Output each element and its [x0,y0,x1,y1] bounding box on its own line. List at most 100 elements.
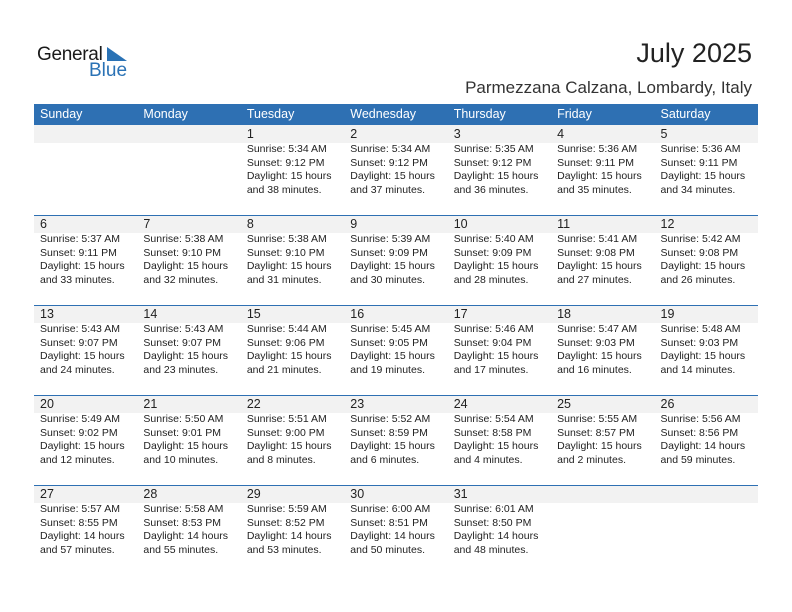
day-number: 3 [453,127,461,141]
sunset-text: Sunset: 9:09 PM [350,246,428,259]
daylight-text-cont: and 53 minutes. [246,543,322,556]
day-cell: 26 Sunrise: 5:56 AM Sunset: 8:56 PM Dayligh… [655,395,758,485]
sunrise-text: Sunrise: 5:58 AM [143,503,224,515]
sunset-text: Sunset: 9:01 PM [143,426,222,439]
day-cell: 7 Sunrise: 5:38 AM Sunset: 9:10 PM Daylight… [137,215,240,305]
day-number: 1 [246,127,254,141]
daylight-text: Daylight: 15 hours [40,350,125,362]
day-number: 2 [350,127,358,141]
daylight-text-cont: and 6 minutes. [350,453,420,466]
day-cell: 29 Sunrise: 5:59 AM Sunset: 8:52 PM Dayligh… [241,485,344,575]
sunrise-text: Sunrise: 5:56 AM [660,413,741,425]
day-cell: 2 Sunrise: 5:34 AM Sunset: 9:12 PM Daylight… [344,125,447,215]
sunrise-text: Sunrise: 5:34 AM [350,143,431,155]
sunset-text: Sunset: 9:10 PM [246,246,325,259]
daylight-text-cont: and 16 minutes. [557,363,632,376]
week-row: 1 Sunrise: 5:34 AM Sunset: 9:12 PM Daylight… [34,125,758,215]
sunrise-text: Sunrise: 5:44 AM [246,323,327,335]
daylight-text: Daylight: 15 hours [453,440,539,452]
daylight-text-cont: and 30 minutes. [350,273,425,286]
daylight-text: Daylight: 15 hours [660,260,746,272]
day-cell: 1 Sunrise: 5:34 AM Sunset: 9:12 PM Daylight… [241,125,344,215]
sunset-text: Sunset: 9:11 PM [40,246,117,259]
daylight-text-cont: and 55 minutes. [143,543,219,556]
daylight-text-cont: and 17 minutes. [453,363,529,376]
day-number: 30 [350,487,365,501]
day-cell: 31 Sunrise: 6:01 AM Sunset: 8:50 PM Dayligh… [448,485,551,575]
weekday-saturday: Saturday [660,107,711,121]
sunset-text: Sunset: 9:05 PM [350,336,428,349]
daylight-text-cont: and 26 minutes. [660,273,736,286]
page-title: July 2025 [636,38,752,68]
sunrise-text: Sunrise: 5:34 AM [246,143,327,155]
sunset-text: Sunset: 9:11 PM [557,156,634,169]
daylight-text: Daylight: 15 hours [557,260,642,272]
sunrise-text: Sunrise: 5:55 AM [557,413,638,425]
day-number: 31 [453,487,468,501]
sunset-text: Sunset: 9:12 PM [453,156,532,169]
sunrise-text: Sunrise: 5:35 AM [453,143,534,155]
weekday-thursday: Thursday [453,107,506,121]
sunset-text: Sunset: 9:10 PM [143,246,222,259]
day-cell: 22 Sunrise: 5:51 AM Sunset: 9:00 PM Dayligh… [241,395,344,485]
sunset-text: Sunset: 9:11 PM [660,156,738,169]
daylight-text: Daylight: 15 hours [40,440,125,452]
day-cell: 12 Sunrise: 5:42 AM Sunset: 9:08 PM Dayligh… [655,215,758,305]
week-row: 6 Sunrise: 5:37 AM Sunset: 9:11 PM Daylight… [34,215,758,305]
daylight-text: Daylight: 14 hours [246,530,332,542]
date-bar [34,215,758,233]
day-cell [655,485,758,575]
sunrise-text: Sunrise: 5:37 AM [40,233,120,245]
day-cell: 24 Sunrise: 5:54 AM Sunset: 8:58 PM Dayligh… [448,395,551,485]
day-number: 9 [350,217,358,231]
sunset-text: Sunset: 9:06 PM [246,336,325,349]
daylight-text: Daylight: 15 hours [143,440,229,452]
sunset-text: Sunset: 9:00 PM [246,426,325,439]
day-cell: 17 Sunrise: 5:46 AM Sunset: 9:04 PM Dayligh… [448,305,551,395]
sunrise-text: Sunrise: 5:36 AM [557,143,638,155]
day-number: 28 [143,487,158,501]
logo-triangle-icon [107,47,127,61]
day-cell: 8 Sunrise: 5:38 AM Sunset: 9:10 PM Daylight… [241,215,344,305]
day-number: 15 [246,307,261,321]
day-number: 24 [453,397,468,411]
day-cell [34,125,137,215]
daylight-text-cont: and 19 minutes. [350,363,425,376]
day-cell: 10 Sunrise: 5:40 AM Sunset: 9:09 PM Dayligh… [448,215,551,305]
day-number: 25 [557,397,572,411]
sunset-text: Sunset: 8:56 PM [660,426,739,439]
daylight-text: Daylight: 15 hours [246,350,332,362]
day-number: 18 [557,307,572,321]
sunset-text: Sunset: 9:02 PM [40,426,118,439]
sunrise-text: Sunrise: 5:46 AM [453,323,534,335]
day-number: 12 [660,217,675,231]
sunset-text: Sunset: 8:51 PM [350,516,428,529]
daylight-text: Daylight: 15 hours [453,170,539,182]
sunset-text: Sunset: 9:08 PM [660,246,739,259]
daylight-text-cont: and 2 minutes. [557,453,626,466]
daylight-text: Daylight: 14 hours [453,530,539,542]
sunrise-text: Sunrise: 5:47 AM [557,323,638,335]
daylight-text-cont: and 32 minutes. [143,273,219,286]
sunrise-text: Sunrise: 5:48 AM [660,323,741,335]
sunrise-text: Sunrise: 5:49 AM [40,413,120,425]
daylight-text: Daylight: 14 hours [350,530,435,542]
sunset-text: Sunset: 9:03 PM [557,336,635,349]
day-cell: 15 Sunrise: 5:44 AM Sunset: 9:06 PM Dayligh… [241,305,344,395]
weekday-header: Sunday Monday Tuesday Wednesday Thursday Frid… [34,104,758,125]
weekday-sunday: Sunday [40,107,83,121]
day-cell: 19 Sunrise: 5:48 AM Sunset: 9:03 PM Dayligh… [655,305,758,395]
day-number: 5 [660,127,668,141]
sunrise-text: Sunrise: 5:43 AM [143,323,224,335]
daylight-text: Daylight: 15 hours [557,170,642,182]
weekday-wednesday: Wednesday [350,107,417,121]
daylight-text: Daylight: 15 hours [143,260,229,272]
daylight-text-cont: and 38 minutes. [246,183,322,196]
sunrise-text: Sunrise: 5:52 AM [350,413,431,425]
day-cell: 18 Sunrise: 5:47 AM Sunset: 9:03 PM Dayligh… [551,305,654,395]
daylight-text: Daylight: 15 hours [40,260,125,272]
sunrise-text: Sunrise: 5:51 AM [246,413,327,425]
sunset-text: Sunset: 9:04 PM [453,336,532,349]
day-cell: 20 Sunrise: 5:49 AM Sunset: 9:02 PM Dayligh… [34,395,137,485]
sunrise-text: Sunrise: 5:43 AM [40,323,120,335]
